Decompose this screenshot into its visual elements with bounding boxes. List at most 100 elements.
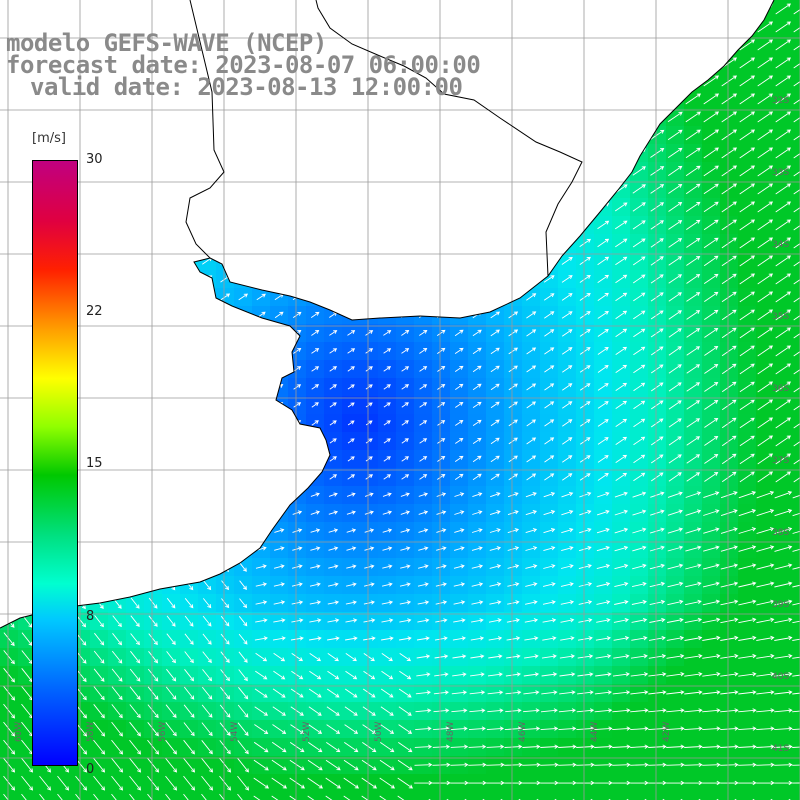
wind-arrow: [562, 437, 573, 445]
wind-arrow: [238, 221, 249, 229]
wind-arrow: [365, 384, 373, 390]
wind-arrow: [129, 401, 141, 409]
wind-arrow: [380, 688, 394, 698]
wind-arrow: [432, 762, 451, 767]
wind-arrow: [686, 273, 701, 284]
wind-speed-cell: [504, 0, 523, 19]
wind-arrow: [112, 525, 122, 537]
wind-arrow: [507, 130, 520, 140]
wind-arrow: [507, 166, 520, 175]
wind-arrow: [203, 562, 212, 573]
wind-speed-cell: [126, 126, 145, 145]
wind-arrow: [20, 148, 35, 158]
wind-speed-cell: [0, 108, 19, 127]
wind-arrow: [273, 185, 285, 193]
wind-arrow: [455, 438, 464, 444]
wind-arrow: [165, 775, 178, 791]
wind-arrow: [543, 293, 555, 301]
wind-speed-cell: [612, 36, 631, 55]
wind-speed-cell: [108, 792, 127, 800]
wind-arrow: [362, 724, 377, 734]
wind-arrow: [398, 688, 412, 698]
wind-arrow: [468, 780, 487, 786]
wind-arrow: [111, 721, 123, 737]
wind-arrow: [382, 492, 392, 497]
wind-arrow: [256, 275, 267, 283]
wind-speed-cell: [180, 0, 199, 19]
wind-speed-cell: [144, 306, 163, 325]
wind-arrow: [110, 148, 124, 158]
wind-arrow: [112, 543, 122, 555]
wind-arrow: [256, 329, 266, 337]
wind-arrow: [92, 184, 106, 194]
wind-speed-cell: [180, 468, 199, 487]
wind-arrow: [112, 507, 122, 519]
wind-speed-cell: [216, 342, 235, 361]
wind-arrow: [273, 582, 285, 587]
wind-arrow: [450, 780, 469, 786]
wind-arrow: [526, 293, 537, 301]
wind-arrow: [757, 183, 774, 195]
wind-arrow: [221, 490, 229, 500]
wind-arrow: [579, 455, 591, 463]
wind-arrow: [631, 617, 648, 623]
wind-arrow: [686, 454, 701, 464]
wind-arrow: [757, 309, 774, 321]
wind-arrow: [364, 185, 375, 193]
wind-arrow: [542, 636, 557, 641]
wind-arrow: [112, 579, 122, 591]
wind-speed-cell: [234, 378, 253, 397]
wind-arrow: [560, 40, 575, 50]
wind-arrow: [128, 3, 143, 14]
wind-arrow: [74, 130, 88, 140]
wind-speed-cell: [360, 792, 379, 800]
wind-arrow: [274, 221, 285, 229]
wind-arrow: [327, 636, 340, 641]
wind-arrow: [578, 600, 593, 605]
wind-arrow: [540, 708, 558, 713]
wind-arrow: [419, 456, 428, 462]
wind-arrow: [273, 652, 286, 662]
wind-arrow: [149, 508, 158, 519]
wind-arrow: [684, 617, 703, 624]
wind-speed-cell: [522, 270, 541, 289]
lat-label: 34S: [772, 240, 790, 250]
wind-arrow: [738, 527, 757, 534]
wind-arrow: [650, 436, 664, 446]
wind-arrow: [578, 76, 592, 86]
wind-speed-cell: [162, 342, 181, 361]
wind-arrow: [490, 473, 500, 481]
wind-arrow: [703, 111, 720, 123]
wind-arrow: [20, 111, 35, 122]
wind-speed-cell: [468, 198, 487, 217]
wind-arrow: [504, 744, 523, 749]
wind-speed-cell: [612, 792, 631, 800]
wind-arrow: [684, 780, 703, 786]
wind-arrow: [756, 527, 775, 534]
wind-speed-cell: [576, 162, 595, 181]
wind-arrow: [471, 618, 484, 623]
wind-speed-cell: [792, 180, 800, 199]
wind-speed-cell: [162, 558, 181, 577]
wind-arrow: [436, 275, 446, 283]
wind-arrow: [22, 489, 32, 502]
wind-speed-cell: [324, 252, 343, 271]
wind-arrow: [489, 600, 502, 605]
wind-speed-cell: [144, 180, 163, 199]
wind-speed-cell: [630, 36, 649, 55]
wind-arrow: [254, 4, 269, 14]
wind-arrow: [345, 600, 357, 605]
wind-speed-cell: [486, 126, 505, 145]
wind-arrow: [346, 546, 357, 551]
wind-arrow: [702, 762, 721, 767]
wind-arrow: [220, 311, 231, 319]
wind-arrow: [650, 454, 664, 464]
wind-arrow: [579, 383, 591, 391]
wind-arrow: [383, 456, 391, 462]
wind-arrow: [685, 165, 701, 177]
wind-speed-cell: [162, 522, 181, 541]
wind-arrow: [418, 492, 429, 497]
wind-arrow: [271, 759, 287, 771]
wind-arrow: [578, 148, 592, 158]
wind-speed-cell: [432, 216, 451, 235]
